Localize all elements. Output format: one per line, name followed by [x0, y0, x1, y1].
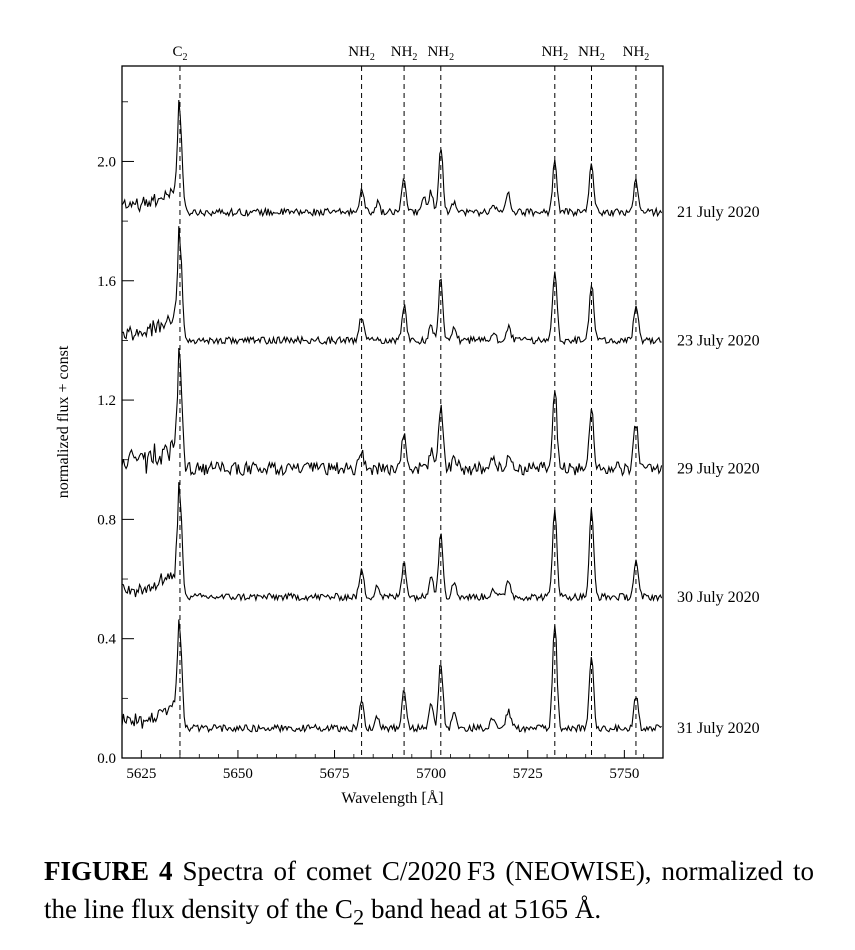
chart-labels: Wavelength [Å] normalized flux + const C2 N…	[55, 44, 760, 807]
emission-line-label: NH2	[541, 44, 568, 63]
spectra-chart: 5625 5650 5675 5700 5725 5750 0.0 0.4 0.8 1.2 1.6 2…	[55, 44, 760, 807]
emission-line-label: C2	[172, 44, 187, 63]
y-tick-label: 2.0	[97, 154, 116, 170]
y-tick-label: 0.0	[97, 751, 116, 767]
emission-line-label: NH2	[391, 44, 418, 63]
caption-text-after: band head at 5165 Å.	[364, 894, 602, 924]
emission-line-label: NH2	[348, 44, 375, 63]
spectrum-line	[121, 482, 663, 603]
emission-line-label: NH2	[427, 44, 454, 63]
figure-caption: FIGURE 4 Spectra of comet C/2020 F3 (NEO…	[44, 852, 814, 936]
caption-subscript: 2	[352, 904, 365, 930]
spectrum-line	[121, 99, 663, 218]
spectrum-line	[121, 619, 662, 734]
x-tick-label: 5650	[223, 766, 253, 782]
x-tick-label: 5700	[416, 766, 446, 782]
emission-line-label: NH2	[578, 44, 605, 63]
series-date-label: 31 July 2020	[677, 720, 760, 737]
x-axis-title: Wavelength [Å]	[341, 789, 443, 807]
y-tick-label: 1.6	[97, 274, 116, 290]
x-tick-label: 5625	[126, 766, 156, 782]
spectrum-line	[121, 347, 663, 477]
axis-ticks: 5625 5650 5675 5700 5725 5750 0.0 0.4 0.8 1.2 1.6 2…	[97, 101, 645, 782]
caption-text-before: Spectra of comet C/2020 F3 (NEOWISE), no…	[44, 856, 815, 924]
series-date-label: 29 July 2020	[677, 461, 760, 478]
spectrum-series-group	[121, 99, 663, 734]
x-tick-label: 5675	[320, 766, 350, 782]
spectrum-line	[121, 226, 662, 346]
series-date-label: 21 July 2020	[677, 204, 760, 221]
plot-border	[121, 65, 664, 759]
x-tick-label: 5725	[513, 766, 543, 782]
figure-label: FIGURE 4	[44, 856, 173, 886]
plot-frame	[121, 65, 664, 759]
emission-line-label: NH2	[623, 44, 650, 63]
series-date-label: 30 July 2020	[677, 589, 760, 606]
emission-line-markers	[179, 66, 637, 758]
y-tick-label: 0.8	[97, 512, 116, 528]
x-tick-label: 5750	[609, 766, 639, 782]
y-tick-label: 0.4	[97, 632, 116, 648]
y-axis-title: normalized flux + const	[55, 345, 72, 498]
series-date-label: 23 July 2020	[677, 332, 760, 349]
y-tick-label: 1.2	[97, 393, 116, 409]
